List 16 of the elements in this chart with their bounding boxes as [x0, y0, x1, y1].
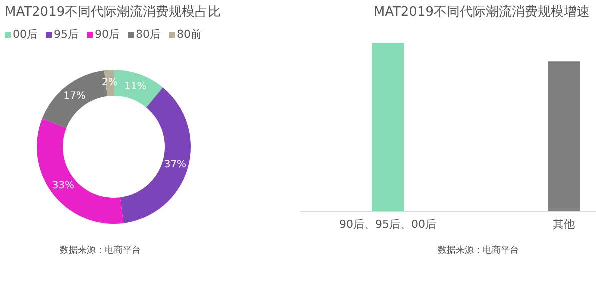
data-label: 33% [52, 180, 75, 192]
source-note: 数据来源：电商平台 [60, 244, 141, 257]
chart-title: MAT2019不同代际潮流消费规模占比 [5, 4, 222, 21]
legend-label: 95后 [53, 27, 79, 42]
legend-label: 80后 [135, 27, 161, 42]
data-label: 17% [64, 90, 86, 102]
x-tick-label: 90后、95后、00后 [340, 218, 436, 231]
donut-slice [37, 118, 124, 224]
legend-label: 80前 [176, 27, 202, 42]
x-tick-label: 其他 [553, 218, 575, 231]
legend-label: 90后 [94, 27, 120, 42]
source-note: 数据来源：电商平台 [438, 244, 519, 257]
data-label: 37% [164, 159, 187, 170]
legend-label: 00后 [12, 27, 38, 42]
data-label: 11% [124, 81, 147, 92]
chart-title: MAT2019不同代际潮流消费规模增速 [374, 4, 590, 21]
